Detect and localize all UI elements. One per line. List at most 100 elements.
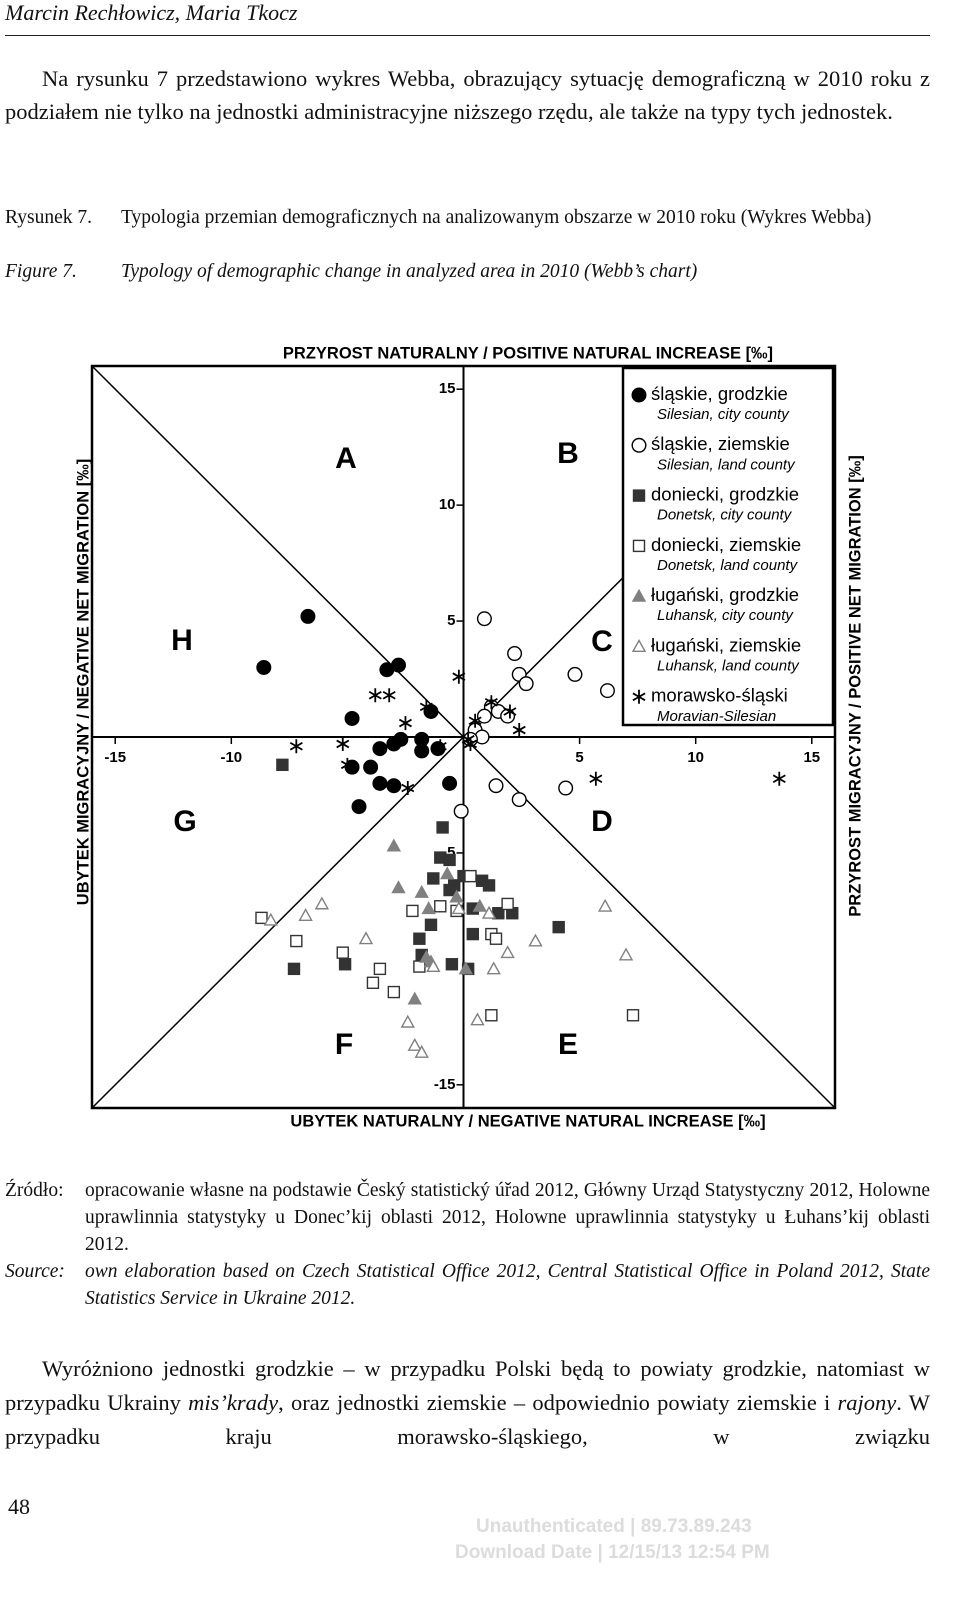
point <box>772 771 786 786</box>
point <box>552 920 565 934</box>
point <box>452 669 466 684</box>
legend-sublabel: Luhansk, city county <box>657 607 794 624</box>
point <box>626 1009 640 1022</box>
legend-label: ługański, grodzkie <box>651 584 799 605</box>
point <box>632 489 646 502</box>
legend-sublabel: Luhansk, land county <box>657 657 800 674</box>
point <box>466 927 479 941</box>
point <box>488 778 504 794</box>
y-tick-label: 10 <box>439 496 456 513</box>
point <box>414 1044 429 1058</box>
point <box>482 879 496 892</box>
chart: PRZYROST NATURALNY / POSITIVE NATURAL IN… <box>74 344 864 1130</box>
point <box>414 884 429 898</box>
point <box>451 901 467 915</box>
point <box>407 1037 422 1051</box>
point <box>340 757 354 772</box>
legend-sublabel: Silesian, city county <box>657 406 790 423</box>
point <box>406 904 419 918</box>
point <box>597 898 613 912</box>
point <box>484 695 498 710</box>
axis-title: PRZYROST NATURALNY / POSITIVE NATURAL IN… <box>283 344 773 362</box>
point <box>476 708 492 724</box>
point <box>518 676 534 692</box>
point <box>344 710 360 726</box>
x-tick-label: -10 <box>220 749 242 766</box>
point <box>599 683 615 699</box>
point <box>336 736 350 751</box>
page-number: 48 <box>8 1494 30 1519</box>
point <box>366 976 380 989</box>
point <box>453 803 469 819</box>
point <box>511 792 527 808</box>
watermark: Unauthenticated | 89.73.89.243 <box>476 1516 752 1537</box>
y-tick-label: 15 <box>439 380 456 397</box>
point <box>631 437 647 453</box>
source-text: own elaboration based on Czech Statistic… <box>85 1261 930 1309</box>
caption-pl: Rysunek 7. Typologia przemian demografic… <box>5 204 930 231</box>
point <box>414 743 430 759</box>
point <box>419 699 433 714</box>
y-tick-label: 5 <box>447 844 455 861</box>
point <box>481 905 497 919</box>
point <box>401 781 415 796</box>
point <box>500 708 516 724</box>
point <box>256 659 272 675</box>
legend-sublabel: Donetsk, land county <box>657 557 799 574</box>
point <box>276 758 289 772</box>
point <box>507 646 523 662</box>
point <box>393 731 409 747</box>
point <box>528 933 543 947</box>
point <box>449 889 464 903</box>
point <box>426 959 441 973</box>
running-header: Marcin Rechłowicz, Maria Tkocz <box>5 0 298 25</box>
source-label: Source: <box>5 1261 65 1282</box>
point <box>632 539 646 553</box>
x-tick-label: 15 <box>803 749 820 766</box>
legend-label: doniecki, grodzkie <box>651 483 799 504</box>
text: Wyróżniono jednostki grodzkie – w przypa… <box>5 1356 930 1415</box>
point <box>336 946 349 959</box>
point <box>407 991 422 1005</box>
sector-label: E <box>558 1028 578 1061</box>
point <box>386 838 402 852</box>
point <box>382 688 396 703</box>
caption-label: Rysunek 7. <box>5 207 92 228</box>
point <box>489 932 503 945</box>
axis-title: UBYTEK NATURALNY / NEGATIVE NATURAL INCR… <box>290 1112 765 1130</box>
point <box>472 898 487 912</box>
point <box>391 880 406 894</box>
source-pl: Źródło: opracowanie własne na podstawie … <box>5 1177 930 1258</box>
point <box>632 689 646 704</box>
point <box>443 853 456 867</box>
source-text: opracowanie własne na podstawie Český st… <box>85 1180 930 1255</box>
point <box>463 736 477 751</box>
legend-sublabel: Silesian, land county <box>657 456 796 473</box>
watermark: Download Date | 12/15/13 12:54 PM <box>455 1542 770 1563</box>
point <box>255 911 268 925</box>
caption-text: Typologia przemian demograficznych na an… <box>121 207 872 228</box>
point <box>464 869 477 883</box>
point <box>445 958 459 971</box>
legend-label: ługański, ziemskie <box>651 634 801 655</box>
point <box>440 866 455 880</box>
legend-box <box>621 366 835 727</box>
axis-title: UBYTEK MIGRACYJNY / NEGATIVE NET MIGRATI… <box>74 459 92 905</box>
point <box>461 732 475 747</box>
point <box>358 931 374 945</box>
sector-label: C <box>591 625 613 658</box>
point <box>618 947 634 961</box>
point <box>434 900 447 913</box>
y-tick-label: -15 <box>434 1076 456 1093</box>
point <box>373 962 387 976</box>
legend-sublabel: Moravian-Silesian <box>657 708 776 725</box>
legend-label: śląskie, grodzkie <box>651 383 788 404</box>
point <box>289 739 303 754</box>
point <box>390 657 406 673</box>
text: mis’krady <box>188 1390 279 1415</box>
x-tick-label: 10 <box>687 749 704 766</box>
point <box>300 608 316 624</box>
point <box>351 799 367 815</box>
paragraph: Wyróżniono jednostki grodzkie – w przypa… <box>5 1352 930 1454</box>
